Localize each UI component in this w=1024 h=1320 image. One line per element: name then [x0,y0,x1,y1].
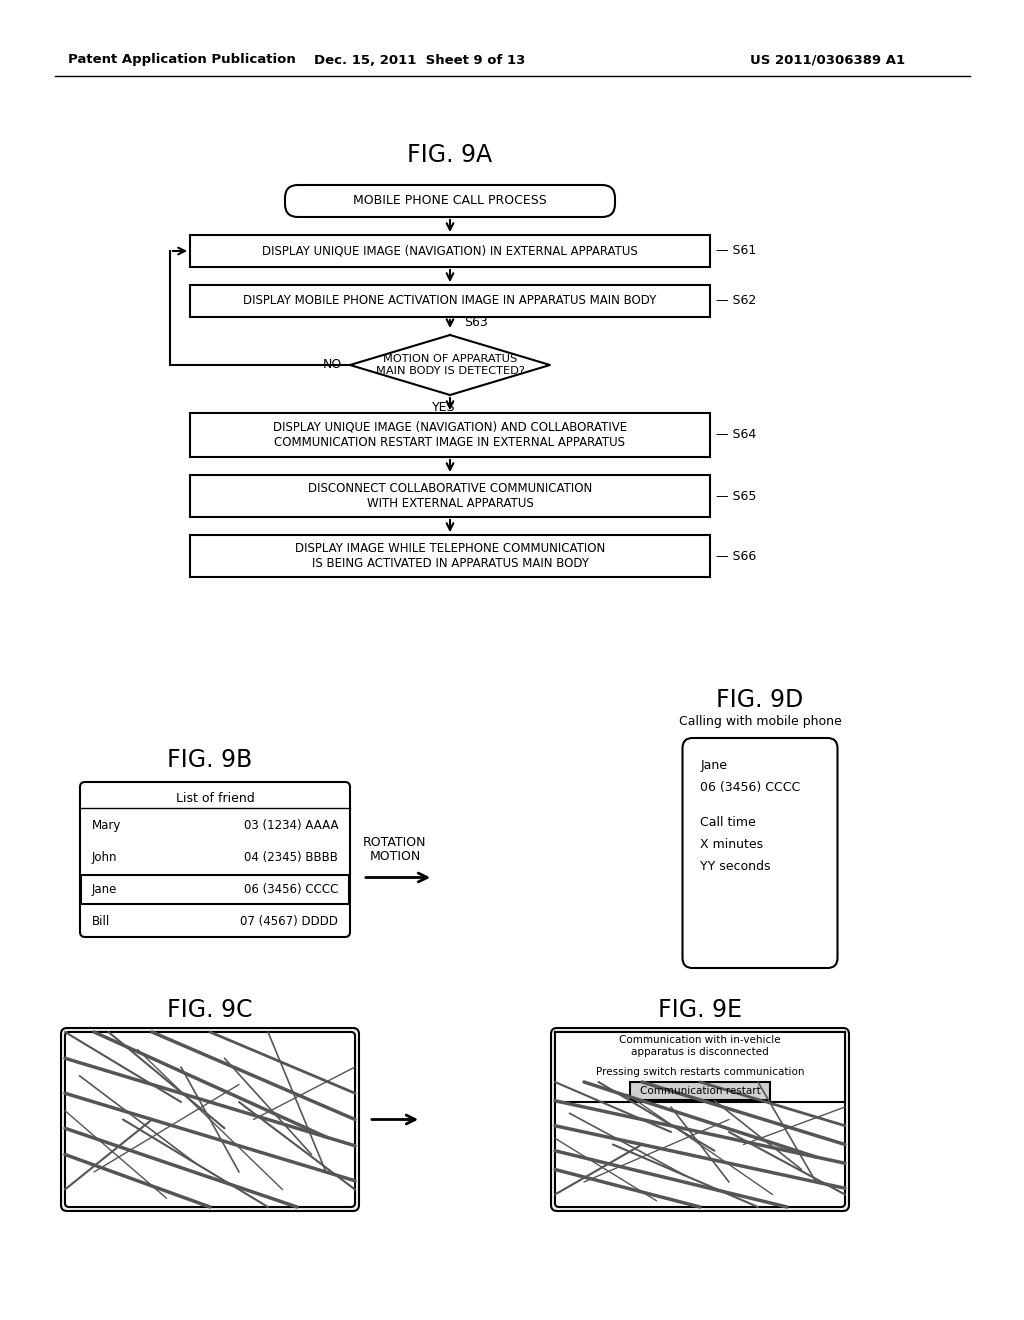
Text: NO: NO [323,359,342,371]
Text: DISPLAY UNIQUE IMAGE (NAVIGATION) AND COLLABORATIVE
COMMUNICATION RESTART IMAGE : DISPLAY UNIQUE IMAGE (NAVIGATION) AND CO… [273,421,627,449]
Text: MOBILE PHONE CALL PROCESS: MOBILE PHONE CALL PROCESS [353,194,547,207]
Bar [190,235,710,267]
Text: DISCONNECT COLLABORATIVE COMMUNICATION
WITH EXTERNAL APPARATUS: DISCONNECT COLLABORATIVE COMMUNICATION W… [308,482,592,510]
Text: 07 (4567) DDDD: 07 (4567) DDDD [240,915,338,928]
Bar [190,285,710,317]
Text: John: John [92,851,118,865]
Text: MOTION OF APPARATUS
MAIN BODY IS DETECTED?: MOTION OF APPARATUS MAIN BODY IS DETECTE… [376,354,524,376]
Bar [190,475,710,517]
Text: FIG. 9B: FIG. 9B [167,748,253,772]
Bar [81,874,349,904]
Text: S63: S63 [464,315,487,329]
Text: ROTATION
MOTION: ROTATION MOTION [364,836,427,863]
Text: — S66: — S66 [716,549,757,562]
Bar [190,535,710,577]
FancyBboxPatch shape [551,1028,849,1210]
Text: 06 (3456) CCCC: 06 (3456) CCCC [244,883,338,896]
Text: FIG. 9A: FIG. 9A [408,143,493,168]
FancyBboxPatch shape [555,1032,845,1206]
Text: — S64: — S64 [716,429,757,441]
Text: Pressing switch restarts communication: Pressing switch restarts communication [596,1067,804,1077]
Text: Bill: Bill [92,915,111,928]
Text: Dec. 15, 2011  Sheet 9 of 13: Dec. 15, 2011 Sheet 9 of 13 [314,54,525,66]
FancyBboxPatch shape [683,738,838,968]
FancyBboxPatch shape [61,1028,359,1210]
Text: Communication with in-vehicle
apparatus is disconnected: Communication with in-vehicle apparatus … [620,1035,781,1057]
Text: US 2011/0306389 A1: US 2011/0306389 A1 [750,54,905,66]
Text: Patent Application Publication: Patent Application Publication [68,54,296,66]
Text: YES: YES [432,401,456,414]
Text: Mary: Mary [92,820,122,833]
Text: — S61: — S61 [716,244,757,257]
Text: YY seconds: YY seconds [700,859,771,873]
FancyBboxPatch shape [285,185,615,216]
Text: Communication restart: Communication restart [640,1086,761,1096]
Text: 03 (1234) AAAA: 03 (1234) AAAA [244,820,338,833]
Text: — S62: — S62 [716,294,757,308]
Text: FIG. 9D: FIG. 9D [717,688,804,711]
FancyBboxPatch shape [80,781,350,937]
Text: X minutes: X minutes [700,837,764,850]
Text: DISPLAY UNIQUE IMAGE (NAVIGATION) IN EXTERNAL APPARATUS: DISPLAY UNIQUE IMAGE (NAVIGATION) IN EXT… [262,244,638,257]
Bar [190,413,710,457]
Text: DISPLAY MOBILE PHONE ACTIVATION IMAGE IN APPARATUS MAIN BODY: DISPLAY MOBILE PHONE ACTIVATION IMAGE IN… [244,294,656,308]
Text: FIG. 9E: FIG. 9E [658,998,742,1022]
Text: — S65: — S65 [716,490,757,503]
Text: Jane: Jane [700,759,727,772]
Text: DISPLAY IMAGE WHILE TELEPHONE COMMUNICATION
IS BEING ACTIVATED IN APPARATUS MAIN: DISPLAY IMAGE WHILE TELEPHONE COMMUNICAT… [295,543,605,570]
Text: 04 (2345) BBBB: 04 (2345) BBBB [244,851,338,865]
Text: FIG. 9C: FIG. 9C [167,998,253,1022]
FancyBboxPatch shape [65,1032,355,1206]
Text: Calling with mobile phone: Calling with mobile phone [679,715,842,729]
Text: Jane: Jane [92,883,118,896]
Bar [555,1032,845,1102]
Text: 06 (3456) CCCC: 06 (3456) CCCC [700,781,801,795]
Text: List of friend: List of friend [176,792,254,804]
Text: Call time: Call time [700,816,757,829]
Bar [630,1082,770,1100]
